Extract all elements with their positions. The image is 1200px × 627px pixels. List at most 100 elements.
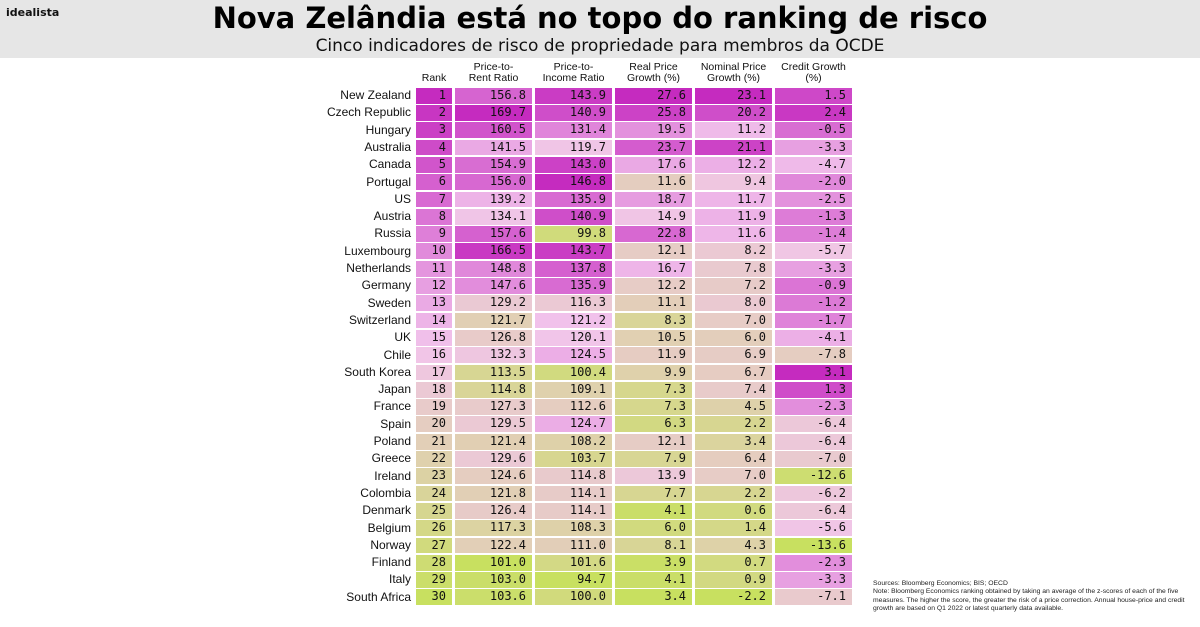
heatmap-cell: 148.8 — [455, 260, 532, 277]
heatmap-cell: 124.7 — [535, 416, 612, 433]
row-label: Italy — [388, 572, 411, 587]
heatmap-cell: -1.3 — [775, 208, 852, 225]
heatmap-cell: 23 — [416, 468, 452, 485]
heatmap-cell: 146.8 — [535, 174, 612, 191]
heatmap-cell: 117.3 — [455, 520, 532, 537]
heatmap-cell: 103.6 — [455, 589, 532, 606]
heatmap-cell: 101.6 — [535, 554, 612, 571]
row-label: Poland — [373, 434, 411, 448]
heatmap-cell: 7.0 — [695, 468, 772, 485]
heatmap-cell: 99.8 — [535, 226, 612, 242]
heatmap-cell: 28 — [416, 554, 452, 571]
heatmap-cell: 114.8 — [535, 468, 612, 485]
heatmap-cell: 19 — [416, 399, 452, 415]
heatmap-cell: 109.1 — [535, 381, 612, 398]
heatmap-cell: 2 — [416, 105, 452, 121]
heatmap-cell: 156.8 — [455, 87, 532, 104]
heatmap-cell: 124.6 — [455, 468, 532, 485]
heatmap-cell: 7.8 — [695, 260, 772, 277]
heatmap-cell: 121.7 — [455, 312, 532, 329]
heatmap-cell: 140.9 — [535, 105, 612, 121]
heatmap-cell: 134.1 — [455, 208, 532, 225]
heatmap-cell: 27 — [416, 537, 452, 554]
chart-subtitle: Cinco indicadores de risco de propriedad… — [315, 36, 885, 56]
heatmap-cell: 103.7 — [535, 451, 612, 467]
heatmap-cell: -6.4 — [775, 502, 852, 519]
heatmap-cell: 143.0 — [535, 156, 612, 173]
row-label: Australia — [364, 139, 411, 154]
heatmap-cell: 4.1 — [615, 502, 692, 519]
heatmap-cell: 135.9 — [535, 278, 612, 294]
heatmap-cell: 121.2 — [535, 312, 612, 329]
heatmap-cell: -4.1 — [775, 329, 852, 346]
heatmap-cell: 135.9 — [535, 191, 612, 208]
heatmap-cell: 2.4 — [775, 105, 852, 121]
heatmap-cell: -6.2 — [775, 485, 852, 502]
heatmap-cell: 11.1 — [615, 295, 692, 312]
heatmap-cell: 147.6 — [455, 278, 532, 294]
heatmap-cell: 112.6 — [535, 399, 612, 415]
brand-logo: idealista — [6, 6, 60, 19]
heatmap-cell: 10.5 — [615, 329, 692, 346]
heatmap-cell: 108.3 — [535, 520, 612, 537]
row-label: Canada — [368, 157, 411, 172]
heatmap-cell: 11.9 — [695, 208, 772, 225]
heatmap-cell: 16.7 — [615, 260, 692, 277]
heatmap-cell: 8.2 — [695, 243, 772, 260]
row-label: US — [394, 191, 411, 206]
heatmap-cell: 1.5 — [775, 87, 852, 104]
heatmap-cell: 6.7 — [695, 364, 772, 381]
heatmap-cell: -12.6 — [775, 468, 852, 485]
heatmap-cell: 131.4 — [535, 122, 612, 139]
heatmap-cell: 22 — [416, 451, 452, 467]
heatmap-cell: -5.6 — [775, 520, 852, 537]
heatmap-cell: 3.9 — [615, 554, 692, 571]
row-label: Colombia — [360, 485, 411, 500]
row-label: Hungary — [365, 122, 411, 137]
heatmap-cell: 129.5 — [455, 416, 532, 433]
row-label: Austria — [373, 209, 411, 224]
heatmap-cell: 6 — [416, 174, 452, 191]
heatmap-cell: 8.0 — [695, 295, 772, 312]
heatmap-cell: 121.4 — [455, 433, 532, 450]
heatmap-cell: 11.6 — [695, 226, 772, 242]
column-header-credit-growth: Credit Growth (%) — [781, 61, 846, 84]
heatmap-cell: 2.2 — [695, 485, 772, 502]
row-label: France — [373, 399, 411, 414]
heatmap-cell: 13 — [416, 295, 452, 312]
heatmap-cell: 19.5 — [615, 122, 692, 139]
heatmap-cell: 12.1 — [615, 433, 692, 450]
heatmap-cell: 121.8 — [455, 485, 532, 502]
heatmap-cell: 15 — [416, 329, 452, 346]
row-label: Ireland — [374, 468, 411, 483]
heatmap-cell: 26 — [416, 520, 452, 537]
heatmap-cell: 6.0 — [695, 329, 772, 346]
row-label: South Korea — [344, 364, 411, 379]
heatmap-cell: 7 — [416, 191, 452, 208]
heatmap-cell: 23.1 — [695, 87, 772, 104]
heatmap-cell: 3 — [416, 122, 452, 139]
heatmap-cell: 3.4 — [695, 433, 772, 450]
heatmap-cell: 5 — [416, 156, 452, 173]
heatmap-cell: -3.3 — [775, 139, 852, 156]
heatmap-cell: -13.6 — [775, 537, 852, 554]
heatmap-cell: 22.8 — [615, 226, 692, 242]
heatmap-cell: 11.2 — [695, 122, 772, 139]
heatmap-cell: 111.0 — [535, 537, 612, 554]
heatmap-cell: -6.4 — [775, 416, 852, 433]
heatmap-cell: 7.0 — [695, 312, 772, 329]
heatmap-cell: 9 — [416, 226, 452, 242]
heatmap-cell: 113.5 — [455, 364, 532, 381]
heatmap-cell: 21.1 — [695, 139, 772, 156]
heatmap-cell: 108.2 — [535, 433, 612, 450]
heatmap-cell: 11.7 — [695, 191, 772, 208]
heatmap-cell: 12.1 — [615, 243, 692, 260]
row-label: Spain — [380, 416, 411, 431]
row-label: Belgium — [367, 520, 411, 535]
heatmap-cell: 18 — [416, 381, 452, 398]
heatmap-cell: -3.3 — [775, 572, 852, 588]
heatmap-cell: 6.3 — [615, 416, 692, 433]
heatmap-cell: -4.7 — [775, 156, 852, 173]
heatmap-cell: -2.5 — [775, 191, 852, 208]
